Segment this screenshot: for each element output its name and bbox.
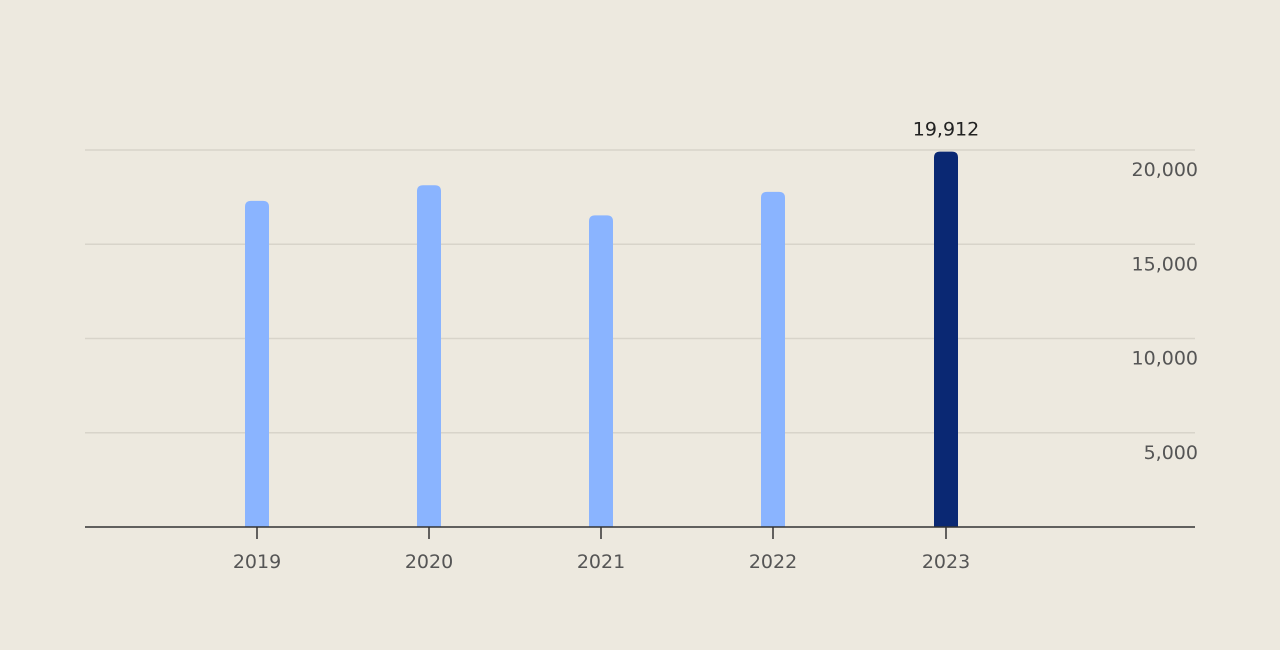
- x-tick-label: 2022: [749, 551, 797, 573]
- bar-2023: [934, 151, 958, 527]
- y-tick-label: 5,000: [1144, 442, 1198, 464]
- bar-2022: [761, 191, 785, 528]
- y-tick-label: 15,000: [1132, 253, 1198, 275]
- bar-2019: [245, 200, 269, 527]
- x-tick-label: 2019: [233, 551, 281, 573]
- x-tick-label: 2021: [577, 551, 625, 573]
- data-label: 19,912: [913, 119, 979, 141]
- y-tick-label: 20,000: [1132, 159, 1198, 181]
- bar-2021: [589, 215, 613, 528]
- x-tick-label: 2023: [922, 551, 970, 573]
- x-tick-label: 2020: [405, 551, 453, 573]
- bar-2020: [417, 185, 441, 527]
- y-tick-label: 10,000: [1132, 348, 1198, 370]
